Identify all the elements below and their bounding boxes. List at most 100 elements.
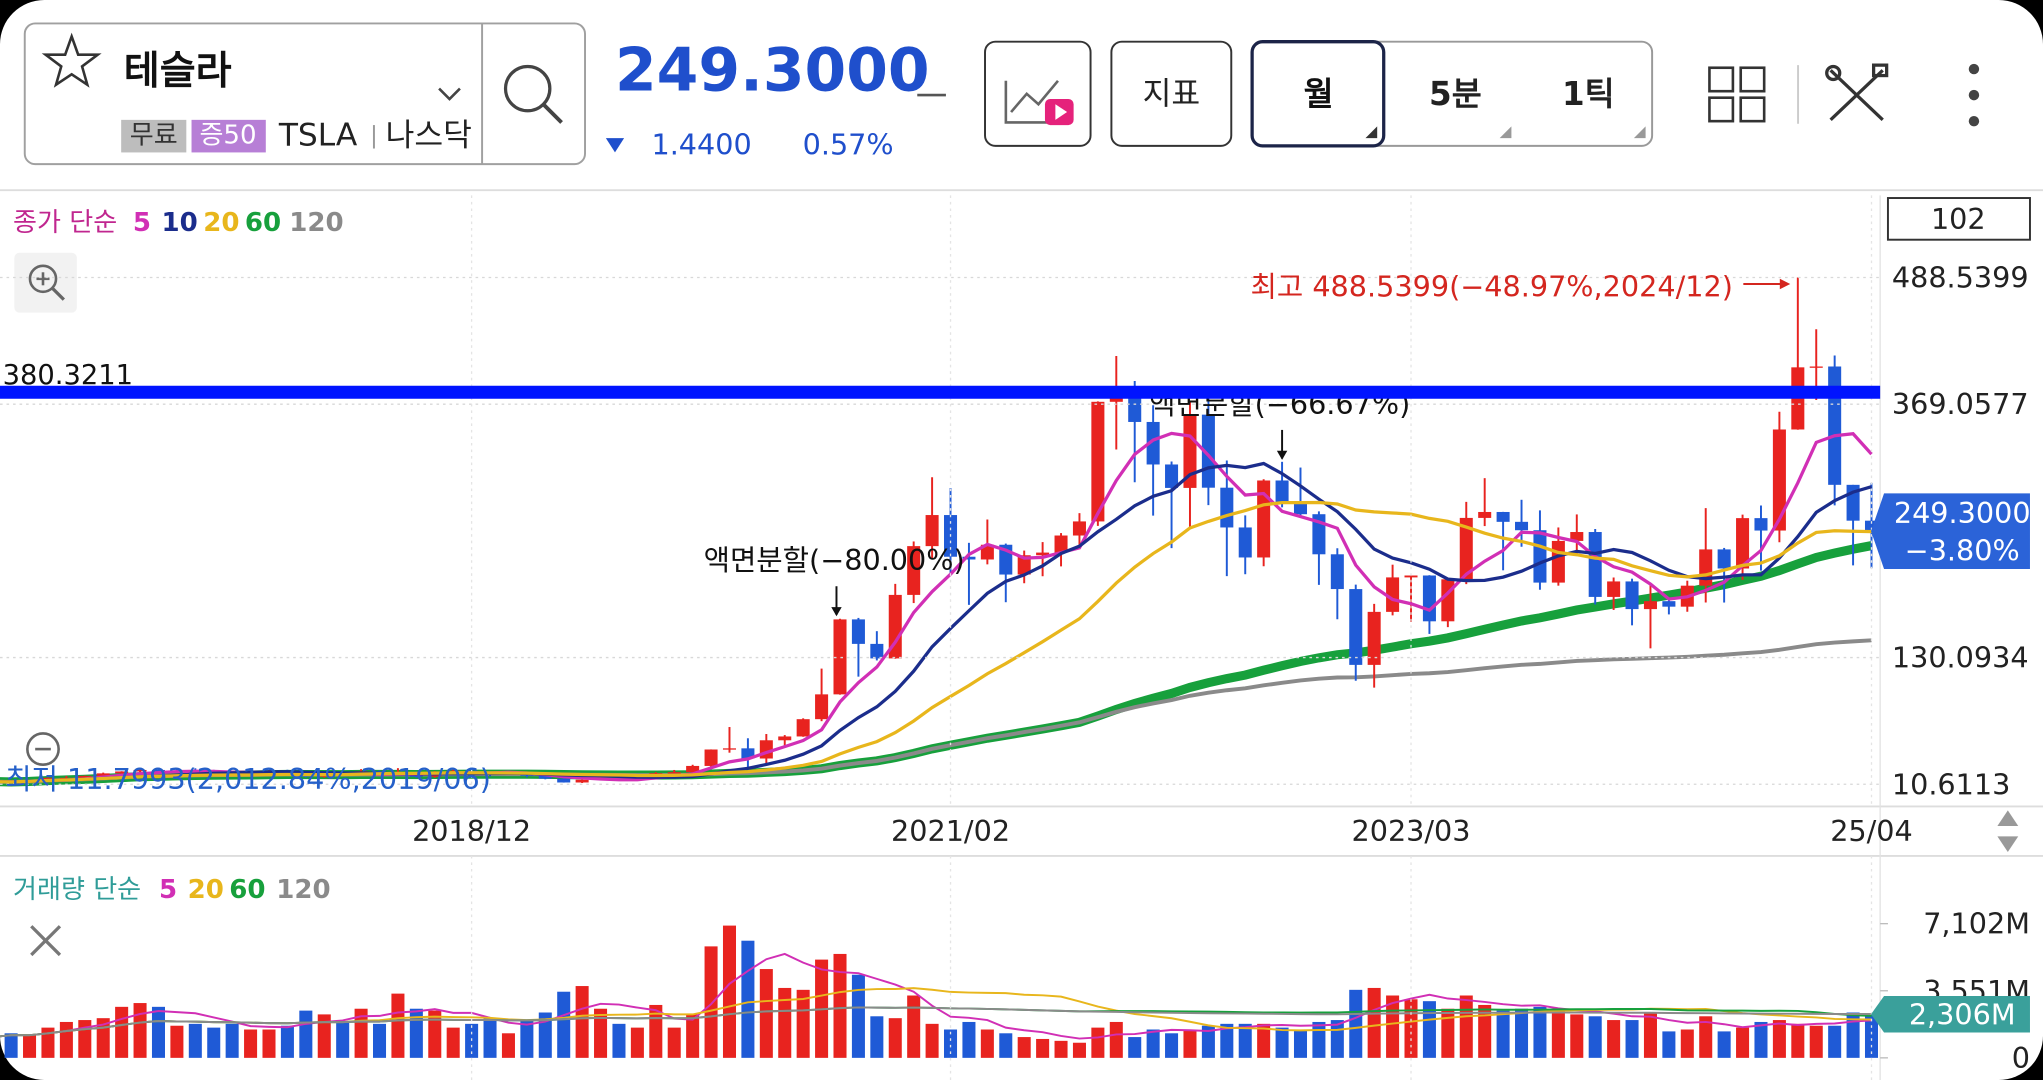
candle-body	[888, 594, 902, 659]
volume-bar	[1717, 1031, 1731, 1058]
more-menu[interactable]	[1968, 63, 1980, 127]
volume-bar	[612, 1023, 626, 1058]
dropdown-chevron[interactable]	[438, 87, 461, 101]
visible-count-box[interactable]	[1886, 197, 2031, 241]
volume-bar	[372, 1023, 387, 1058]
candle-body	[962, 556, 976, 560]
volume-bar	[1367, 987, 1381, 1058]
button-label[interactable]: 5분	[1429, 75, 1482, 113]
volume-bar	[1864, 1014, 1879, 1058]
volume-bar	[1054, 1040, 1068, 1058]
current-volume-badge	[1871, 996, 2030, 1033]
volume-bar	[446, 1027, 460, 1058]
candle-body	[115, 771, 129, 774]
volume-bar	[78, 1020, 92, 1058]
candle-body	[1330, 554, 1344, 590]
volume-bar	[483, 1018, 497, 1058]
candle-body	[1386, 577, 1400, 612]
candle-body	[1607, 581, 1621, 597]
volume-bar	[1146, 1029, 1160, 1058]
tools-icon[interactable]	[1825, 63, 1889, 122]
close-volume[interactable]	[30, 925, 62, 957]
volume-bar	[722, 925, 737, 1058]
volume-bar	[1275, 1027, 1289, 1058]
chart-icon	[1010, 79, 1059, 113]
scroll-down[interactable]	[1997, 836, 2019, 853]
volume-bar	[244, 1029, 258, 1058]
candle-body	[1238, 527, 1252, 558]
zoom-in[interactable]	[14, 252, 77, 313]
candle-body	[870, 643, 884, 659]
scroll-up[interactable]	[1997, 810, 2019, 826]
volume-bar	[944, 1029, 958, 1058]
candle-body	[1459, 517, 1473, 580]
volume-bar	[188, 1023, 202, 1058]
candle-body	[907, 546, 921, 595]
volume-bar	[225, 1023, 239, 1058]
layout-icon[interactable]	[1708, 66, 1766, 123]
zoom-out[interactable]	[26, 732, 60, 767]
candle-body	[1515, 521, 1529, 531]
stock-name: 테슬라	[124, 49, 232, 94]
candle-body	[704, 749, 718, 766]
volume-bar	[520, 1020, 534, 1058]
volume-bar	[501, 1033, 515, 1058]
x-tick-label: 25/04	[1830, 814, 1913, 848]
candle-body	[1293, 503, 1308, 515]
volume-bar	[1072, 1042, 1086, 1058]
candle-body	[1404, 575, 1418, 578]
down-arrow	[605, 138, 625, 153]
button-label[interactable]: 1틱	[1562, 75, 1615, 113]
candle-body	[557, 778, 571, 783]
period-button-selected[interactable]	[1250, 40, 1386, 148]
badge-text: 무료	[130, 120, 178, 150]
candle-body	[1717, 549, 1731, 569]
search-icon	[541, 102, 563, 124]
volume-bar	[630, 1027, 644, 1058]
volume-bar	[907, 995, 921, 1058]
current-price-label: 249.3000	[1894, 496, 2031, 530]
favorite-star[interactable]	[41, 32, 102, 88]
volume-bar	[1201, 1025, 1215, 1058]
indicator-button[interactable]	[1110, 40, 1233, 147]
volume-bar	[1312, 1021, 1326, 1058]
volume-bar	[741, 940, 755, 1058]
volume-bar	[428, 1010, 442, 1058]
volume-bar	[1183, 1029, 1197, 1058]
volume-bar	[4, 1033, 18, 1058]
candle-body	[1754, 518, 1768, 531]
legend-title: 종가 단순	[13, 208, 117, 238]
volume-bar	[1036, 1038, 1050, 1058]
legend-entry: 20	[203, 208, 239, 238]
badge	[121, 119, 187, 153]
candle-body	[1478, 511, 1492, 518]
candle-body	[1054, 535, 1068, 553]
candle-body	[1496, 511, 1510, 522]
y-tick-label: 130.0934	[1892, 641, 2029, 675]
badge	[191, 119, 266, 153]
x-tick-label: 2021/02	[891, 814, 1010, 848]
current-volume-label: 2,306M	[1909, 997, 2016, 1031]
volume-bar	[1551, 1010, 1565, 1058]
volume-bar	[1607, 1020, 1621, 1058]
candle-body	[1662, 601, 1676, 607]
volume-bar	[594, 1008, 608, 1058]
candle-body	[1422, 575, 1436, 622]
volume-bar	[1128, 1037, 1142, 1058]
candle-body	[1625, 581, 1639, 610]
candle-body	[538, 775, 552, 779]
candle-body	[1072, 521, 1086, 536]
ticker: TSLA	[278, 117, 358, 153]
search-icon[interactable]	[503, 64, 552, 113]
volume-bar	[1809, 1025, 1823, 1058]
volume-bar	[391, 993, 405, 1058]
zoom-icon	[26, 732, 60, 767]
candle-body	[667, 772, 681, 774]
candle-body	[686, 765, 700, 773]
volume-bar	[23, 1035, 37, 1058]
y-tick-label: 369.0577	[1892, 387, 2029, 421]
moving-average	[0, 461, 1872, 784]
chart-button[interactable]	[984, 40, 1092, 147]
